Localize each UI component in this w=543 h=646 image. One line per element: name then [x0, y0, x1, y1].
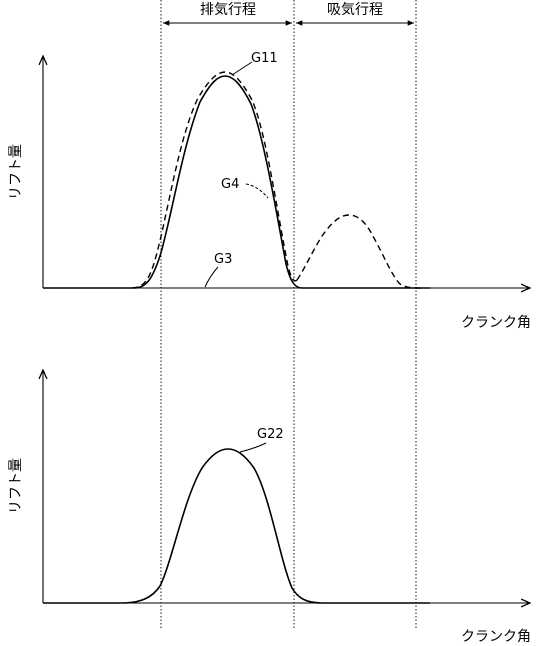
label-g22: G22: [257, 427, 284, 442]
bottom-y-axis-label: リフト量: [8, 458, 24, 514]
exhaust-stroke-label: 排気行程: [200, 2, 256, 18]
bottom-x-axis-label: クランク角: [461, 629, 531, 645]
leader-g11: [232, 62, 252, 75]
leader-g22: [240, 443, 266, 452]
top-y-axis-label: リフト量: [8, 144, 24, 200]
curve-g4: [297, 215, 424, 288]
top-x-axis-label: クランク角: [461, 315, 531, 331]
label-g4: G4: [221, 177, 239, 192]
label-g11: G11: [251, 51, 278, 66]
leader-g4: [246, 184, 268, 198]
intake-stroke-label: 吸気行程: [327, 2, 383, 18]
leader-g3: [205, 267, 218, 287]
curve-g22: [43, 449, 430, 603]
label-g3: G3: [214, 252, 232, 267]
